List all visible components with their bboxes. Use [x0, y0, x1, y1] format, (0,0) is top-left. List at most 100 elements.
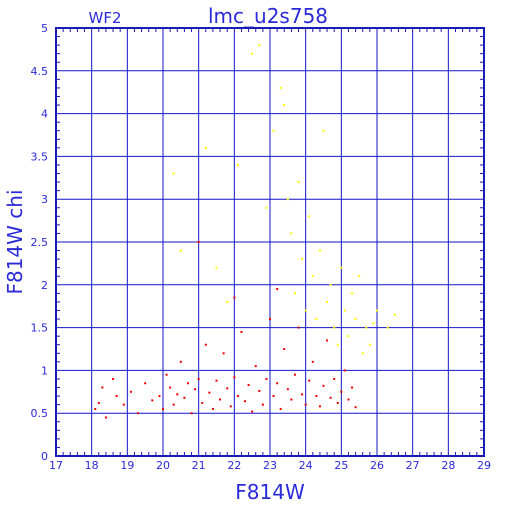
data-point: [265, 377, 268, 380]
data-point: [293, 292, 296, 295]
data-point: [115, 395, 118, 398]
data-point: [226, 387, 229, 390]
x-tick-label: 18: [85, 459, 99, 472]
data-point: [358, 275, 361, 278]
data-point: [112, 377, 115, 380]
data-point: [183, 396, 186, 399]
data-point: [286, 388, 289, 391]
data-point: [290, 398, 293, 401]
data-point: [301, 393, 304, 396]
data-point: [247, 383, 250, 386]
data-point: [172, 403, 175, 406]
data-point: [158, 395, 161, 398]
x-tick-label: 23: [263, 459, 277, 472]
x-tick-label: 29: [477, 459, 491, 472]
data-point: [333, 326, 336, 329]
data-point: [293, 373, 296, 376]
data-point: [94, 407, 97, 410]
y-tick-label: 2.5: [31, 236, 49, 249]
data-point: [361, 352, 364, 355]
data-point: [129, 390, 132, 393]
data-point: [244, 400, 247, 403]
data-point: [251, 410, 254, 413]
y-tick-label: 1.5: [31, 322, 49, 335]
y-tick-label: 4: [41, 108, 48, 121]
y-axis-label: F814W chi: [3, 189, 27, 294]
data-point: [386, 326, 389, 329]
series-1: [172, 44, 396, 355]
data-point: [201, 401, 204, 404]
data-point: [283, 104, 286, 107]
data-point: [194, 388, 197, 391]
x-tick-label: 26: [370, 459, 384, 472]
series-0: [94, 241, 357, 419]
data-point: [179, 249, 182, 252]
data-point: [233, 376, 236, 379]
data-point: [315, 395, 318, 398]
data-point: [340, 390, 343, 393]
data-point: [229, 405, 232, 408]
data-point: [351, 386, 354, 389]
data-point: [333, 377, 336, 380]
data-point: [186, 382, 189, 385]
x-tick-label: 22: [227, 459, 241, 472]
data-point: [308, 379, 311, 382]
data-point: [208, 391, 211, 394]
data-point: [233, 296, 236, 299]
y-tick-label: 0.5: [31, 407, 49, 420]
chart-title: lmc_u2s758: [208, 4, 328, 28]
data-point: [311, 360, 314, 363]
data-point: [219, 398, 222, 401]
data-point: [286, 198, 289, 201]
x-axis-label: F814W: [235, 480, 305, 504]
data-point: [265, 206, 268, 209]
data-point: [304, 309, 307, 312]
data-point: [269, 318, 271, 321]
data-points: [94, 44, 396, 419]
data-point: [204, 146, 207, 149]
data-point: [197, 241, 200, 243]
y-tick-label: 0: [41, 450, 48, 463]
data-point: [372, 322, 375, 325]
data-point: [226, 300, 229, 303]
data-point: [97, 401, 100, 404]
data-point: [179, 360, 182, 363]
data-point: [336, 401, 339, 404]
data-point: [190, 412, 193, 415]
data-point: [393, 313, 396, 316]
y-tick-label: 1: [41, 364, 48, 377]
y-tick-label: 4.5: [31, 65, 49, 78]
data-point: [215, 266, 218, 269]
data-point: [144, 382, 147, 385]
x-tick-label: 27: [406, 459, 420, 472]
data-point: [354, 318, 357, 321]
data-point: [326, 300, 329, 303]
data-point: [315, 318, 318, 321]
data-point: [343, 309, 346, 312]
data-point: [104, 416, 107, 419]
data-point: [322, 384, 325, 387]
data-point: [322, 129, 325, 132]
data-point: [176, 393, 179, 396]
data-point: [211, 407, 214, 410]
data-point: [165, 373, 168, 376]
y-tick-label: 2: [41, 279, 48, 292]
data-point: [290, 232, 293, 235]
data-point: [279, 407, 282, 410]
data-point: [122, 403, 125, 406]
y-tick-label: 5: [41, 22, 48, 35]
data-point: [240, 330, 243, 333]
data-point: [326, 339, 329, 342]
y-tick-label: 3: [41, 193, 48, 206]
data-point: [215, 379, 218, 382]
data-point: [272, 395, 275, 398]
data-point: [365, 326, 368, 329]
data-point: [297, 181, 300, 184]
x-tick-label: 24: [299, 459, 313, 472]
data-point: [236, 163, 239, 166]
data-point: [376, 309, 378, 312]
data-point: [279, 86, 282, 89]
data-point: [254, 365, 257, 368]
data-point: [368, 343, 371, 346]
x-tick-label: 17: [49, 459, 63, 472]
